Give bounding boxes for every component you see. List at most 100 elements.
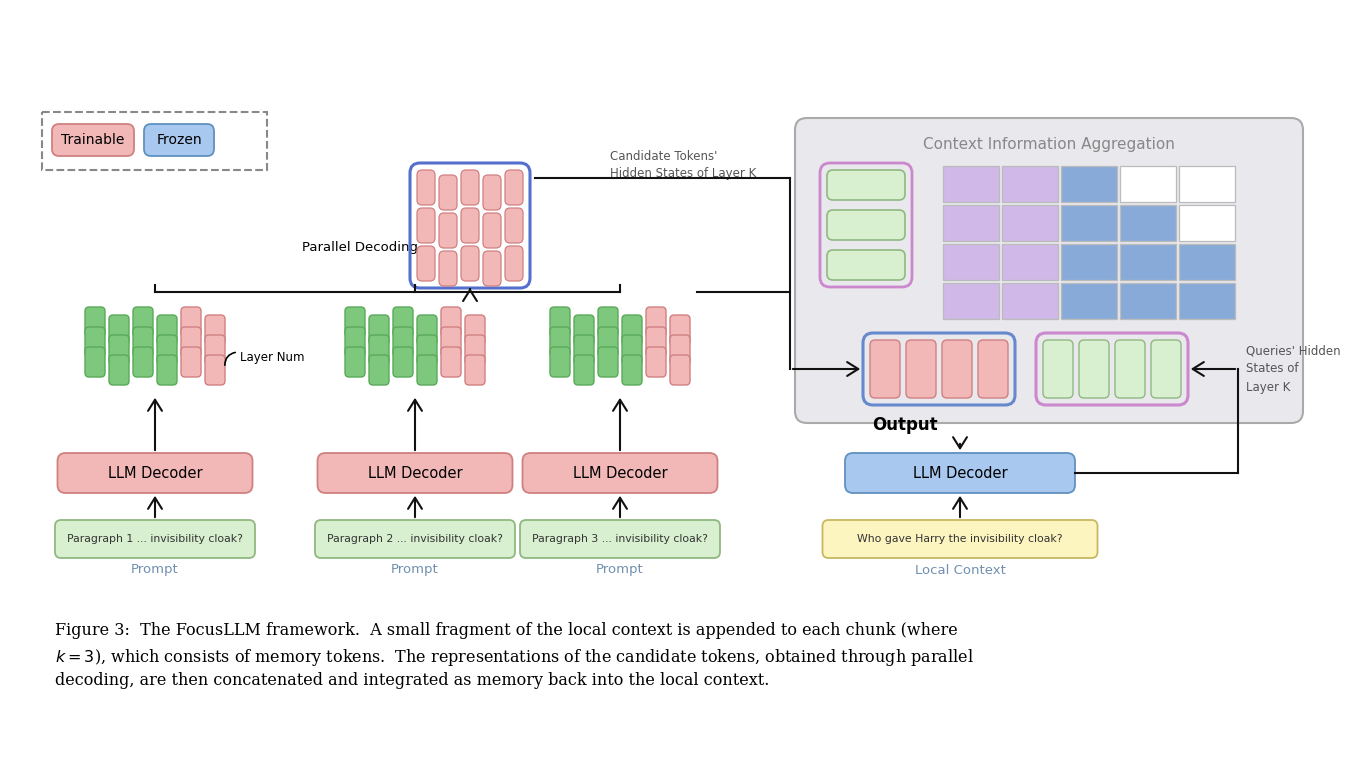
Text: $k = 3$), which consists of memory tokens.  The representations of the candidate: $k = 3$), which consists of memory token… (55, 647, 973, 668)
FancyBboxPatch shape (822, 520, 1098, 558)
Bar (1002, 283, 1059, 319)
FancyBboxPatch shape (522, 453, 718, 493)
Bar (942, 244, 999, 280)
Bar (1179, 283, 1234, 319)
FancyBboxPatch shape (110, 335, 128, 365)
FancyBboxPatch shape (598, 307, 618, 337)
FancyBboxPatch shape (181, 327, 201, 357)
FancyBboxPatch shape (157, 315, 177, 345)
FancyBboxPatch shape (622, 335, 642, 365)
FancyBboxPatch shape (461, 208, 479, 243)
FancyBboxPatch shape (483, 175, 502, 210)
Text: LLM Decoder: LLM Decoder (108, 465, 203, 481)
FancyBboxPatch shape (622, 315, 642, 345)
FancyBboxPatch shape (550, 347, 571, 377)
Text: Paragraph 3 ... invisibility cloak?: Paragraph 3 ... invisibility cloak? (533, 534, 708, 544)
FancyBboxPatch shape (827, 210, 904, 240)
FancyBboxPatch shape (145, 124, 214, 156)
FancyBboxPatch shape (671, 335, 690, 365)
FancyBboxPatch shape (671, 355, 690, 385)
FancyBboxPatch shape (206, 355, 224, 385)
FancyBboxPatch shape (441, 307, 461, 337)
FancyBboxPatch shape (55, 520, 256, 558)
FancyBboxPatch shape (85, 307, 105, 337)
FancyBboxPatch shape (465, 335, 485, 365)
Bar (1119, 283, 1176, 319)
FancyBboxPatch shape (132, 327, 153, 357)
Bar (1061, 205, 1117, 241)
FancyBboxPatch shape (550, 307, 571, 337)
FancyBboxPatch shape (598, 347, 618, 377)
FancyBboxPatch shape (318, 453, 512, 493)
FancyBboxPatch shape (942, 340, 972, 398)
FancyBboxPatch shape (58, 453, 253, 493)
FancyBboxPatch shape (439, 175, 457, 210)
FancyBboxPatch shape (345, 327, 365, 357)
FancyBboxPatch shape (393, 327, 412, 357)
FancyBboxPatch shape (550, 327, 571, 357)
FancyBboxPatch shape (483, 251, 502, 286)
FancyBboxPatch shape (646, 347, 667, 377)
FancyBboxPatch shape (110, 315, 128, 345)
Text: Local Context: Local Context (914, 564, 1006, 577)
FancyBboxPatch shape (1115, 340, 1145, 398)
FancyBboxPatch shape (315, 520, 515, 558)
FancyBboxPatch shape (795, 118, 1303, 423)
FancyBboxPatch shape (575, 355, 594, 385)
FancyBboxPatch shape (521, 520, 721, 558)
Bar (942, 283, 999, 319)
Text: Layer Num: Layer Num (241, 351, 304, 364)
FancyBboxPatch shape (506, 170, 523, 205)
Bar (1061, 166, 1117, 202)
FancyBboxPatch shape (646, 307, 667, 337)
Bar (1179, 205, 1234, 241)
FancyBboxPatch shape (181, 307, 201, 337)
FancyBboxPatch shape (157, 355, 177, 385)
Text: Who gave Harry the invisibility cloak?: Who gave Harry the invisibility cloak? (857, 534, 1063, 544)
Bar (1179, 166, 1234, 202)
Bar (1002, 205, 1059, 241)
Text: Parallel Decoding: Parallel Decoding (301, 241, 418, 254)
FancyBboxPatch shape (393, 347, 412, 377)
Bar (1119, 205, 1176, 241)
FancyBboxPatch shape (506, 208, 523, 243)
FancyBboxPatch shape (506, 246, 523, 281)
FancyBboxPatch shape (85, 347, 105, 377)
FancyBboxPatch shape (598, 327, 618, 357)
Bar (1119, 244, 1176, 280)
FancyBboxPatch shape (416, 208, 435, 243)
Text: Prompt: Prompt (391, 564, 439, 577)
Text: Context Information Aggregation: Context Information Aggregation (923, 137, 1175, 151)
Text: LLM Decoder: LLM Decoder (368, 465, 462, 481)
FancyBboxPatch shape (575, 335, 594, 365)
FancyBboxPatch shape (977, 340, 1009, 398)
FancyBboxPatch shape (369, 315, 389, 345)
Text: Queries' Hidden
States of
Layer K: Queries' Hidden States of Layer K (1247, 345, 1341, 393)
Bar (942, 205, 999, 241)
FancyBboxPatch shape (369, 335, 389, 365)
Text: Figure 3:  The FocusLLM framework.  A small fragment of the local context is app: Figure 3: The FocusLLM framework. A smal… (55, 622, 957, 639)
Bar (1179, 244, 1234, 280)
Bar (942, 166, 999, 202)
FancyBboxPatch shape (845, 453, 1075, 493)
FancyBboxPatch shape (416, 170, 435, 205)
Bar (1002, 244, 1059, 280)
FancyBboxPatch shape (1079, 340, 1109, 398)
Text: decoding, are then concatenated and integrated as memory back into the local con: decoding, are then concatenated and inte… (55, 672, 769, 689)
FancyBboxPatch shape (575, 315, 594, 345)
Text: Candidate Tokens'
Hidden States of Layer K: Candidate Tokens' Hidden States of Layer… (610, 150, 756, 180)
FancyBboxPatch shape (393, 307, 412, 337)
FancyBboxPatch shape (416, 315, 437, 345)
Text: LLM Decoder: LLM Decoder (573, 465, 668, 481)
FancyBboxPatch shape (906, 340, 936, 398)
FancyBboxPatch shape (345, 307, 365, 337)
FancyBboxPatch shape (439, 251, 457, 286)
Text: Prompt: Prompt (596, 564, 644, 577)
Text: Paragraph 2 ... invisibility cloak?: Paragraph 2 ... invisibility cloak? (327, 534, 503, 544)
FancyBboxPatch shape (465, 355, 485, 385)
FancyBboxPatch shape (416, 355, 437, 385)
FancyBboxPatch shape (416, 246, 435, 281)
Bar (1119, 166, 1176, 202)
FancyBboxPatch shape (206, 335, 224, 365)
FancyBboxPatch shape (51, 124, 134, 156)
